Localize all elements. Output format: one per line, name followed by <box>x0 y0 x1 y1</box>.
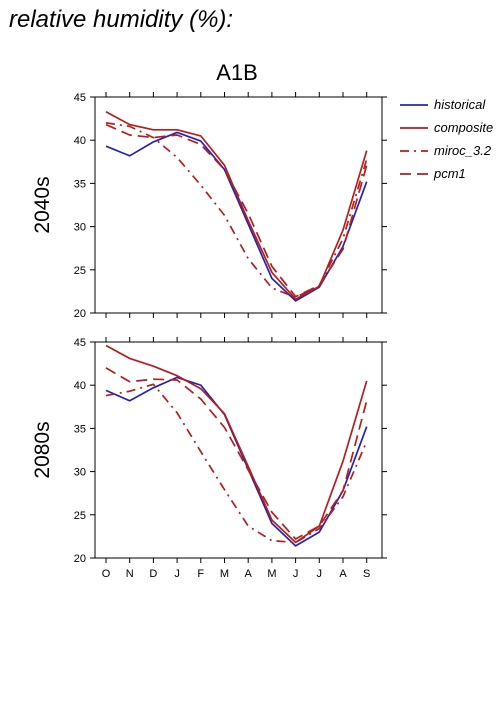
y-tick-label: 30 <box>74 467 86 479</box>
legend-label: historical <box>434 97 486 112</box>
legend: historical composite miroc_3.2 pcm1 <box>400 97 493 181</box>
series-line-historical <box>105 131 368 302</box>
y-tick-label: 20 <box>74 308 86 320</box>
x-tick-label: D <box>149 568 157 580</box>
panel-label: 2080s <box>31 421 54 478</box>
series-line-miroc-3-2 <box>105 383 368 544</box>
x-tick-label: N <box>126 568 134 580</box>
y-tick-label: 35 <box>74 178 86 190</box>
plot-frame <box>94 341 383 559</box>
y-tick-label: 45 <box>74 92 86 104</box>
series-line-pcm1 <box>105 367 368 540</box>
x-tick-label: A <box>339 568 347 580</box>
x-tick-label: M <box>267 568 276 580</box>
series-line-composite <box>105 344 368 544</box>
legend-label: composite <box>434 120 493 135</box>
scenario-title: A1B <box>216 60 258 85</box>
x-tick-label: J <box>174 568 180 580</box>
y-tick-label: 25 <box>74 265 86 277</box>
x-tick-label: M <box>220 568 229 580</box>
series-line-historical <box>105 376 368 547</box>
x-tick-label: O <box>102 568 111 580</box>
x-tick-label: J <box>317 568 323 580</box>
series-line-composite <box>105 110 368 301</box>
panel-label: 2040s <box>31 176 54 233</box>
y-tick-label: 25 <box>74 510 86 522</box>
y-tick-label: 40 <box>74 135 86 147</box>
panel-2080s: 20 25 30 35 40 45 O N D J F M A M J J A S 2080s <box>31 337 387 580</box>
series-line-miroc-3-2 <box>105 122 368 299</box>
page-title: relative humidity (%): <box>9 6 234 33</box>
y-tick-label: 45 <box>74 337 86 349</box>
y-tick-label: 35 <box>74 423 86 435</box>
x-tick-label: F <box>197 568 204 580</box>
legend-label: miroc_3.2 <box>434 143 492 158</box>
x-tick-label: S <box>363 568 370 580</box>
x-tick-label: J <box>293 568 299 580</box>
x-tick-label: A <box>245 568 253 580</box>
y-tick-label: 20 <box>74 553 86 565</box>
y-tick-label: 30 <box>74 222 86 234</box>
legend-label: pcm1 <box>433 166 466 181</box>
plot-frame <box>94 96 383 314</box>
panel-2040s: 20 25 30 35 40 45 2040s <box>31 92 387 320</box>
y-tick-label: 40 <box>74 380 86 392</box>
series-line-pcm1 <box>105 123 368 298</box>
